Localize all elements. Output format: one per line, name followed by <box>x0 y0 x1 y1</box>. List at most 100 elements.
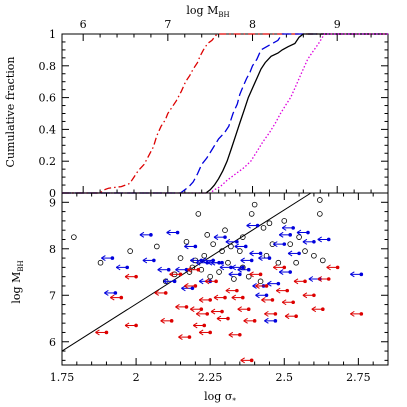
bottom-x-tick-label: 1.75 <box>50 371 75 384</box>
data-point-upper-limit <box>255 283 269 289</box>
limit-arrow-head <box>225 287 231 294</box>
data-point-upper-limit <box>175 303 189 310</box>
bottom-x-tick-label: 2 <box>133 371 140 384</box>
limit-arrow-head <box>273 264 278 271</box>
limit-arrow-head <box>234 243 240 250</box>
data-point-upper-limit <box>225 287 239 294</box>
data-point-open-circle <box>219 248 225 254</box>
data-point-upper-limit <box>275 287 290 294</box>
data-point-upper-limit <box>139 231 153 238</box>
bottom-x-tick-label: 2.75 <box>346 371 371 384</box>
limit-arrow-head <box>228 331 234 338</box>
limit-point-dot <box>149 233 153 237</box>
limit-arrow-head <box>157 266 162 273</box>
limit-point-dot <box>226 316 230 321</box>
data-point-upper-limit <box>213 294 227 301</box>
data-point-upper-limit <box>249 250 263 257</box>
limit-point-dot <box>326 237 331 242</box>
limit-arrow-head <box>237 266 242 273</box>
data-point-upper-limit <box>287 250 301 257</box>
limit-arrow-head <box>166 229 171 236</box>
limit-point-dot <box>220 309 224 314</box>
data-point-upper-limit <box>184 283 198 289</box>
limit-arrow-head <box>267 280 272 287</box>
top-y-tick-label: 0 <box>49 187 56 200</box>
limit-point-dot <box>294 314 298 318</box>
data-point-open-circle <box>237 248 243 254</box>
limit-arrow-head <box>317 276 322 282</box>
cumulative-line-dash-dot <box>62 33 388 194</box>
top-y-tick-label: 0.4 <box>39 123 57 136</box>
limit-arrow-head <box>237 306 242 313</box>
data-point-upper-limit <box>175 266 189 273</box>
bottom-panel: 1.75 2 2.25 2.5 2.75 6 7 8 9 log σ* log MBH <box>10 192 389 405</box>
data-point-upper-limit <box>302 292 316 299</box>
limit-arrow-head <box>175 303 180 310</box>
limit-arrow-head <box>249 271 254 278</box>
limit-arrow-head <box>195 310 201 317</box>
limit-arrow-head <box>216 315 222 322</box>
limit-arrow-head <box>231 264 237 271</box>
bottom-y-tick-label: 8 <box>49 243 56 256</box>
data-point-open-circle <box>302 248 308 254</box>
data-point-open-circle <box>154 243 160 250</box>
limit-arrow-head <box>264 310 269 317</box>
data-point-open-circle <box>311 252 317 259</box>
limit-point-dot <box>202 323 207 328</box>
data-point-upper-limit <box>284 313 298 320</box>
data-point-upper-limit <box>228 331 242 338</box>
relation-line <box>61 192 312 352</box>
data-point-upper-limit <box>216 315 230 322</box>
limit-arrow-head <box>175 266 180 273</box>
limit-arrow-head <box>213 294 219 301</box>
limit-arrow-head <box>317 236 322 243</box>
data-point-upper-limit <box>187 266 201 273</box>
limit-point-dot <box>175 230 180 235</box>
limit-point-dot <box>282 265 287 270</box>
limit-arrow-head <box>204 278 210 285</box>
bottom-y-tick-label: 7 <box>49 289 56 302</box>
limit-point-dot <box>172 279 177 284</box>
limit-arrow-head <box>184 283 189 289</box>
top-x-tick-label: 6 <box>80 18 87 31</box>
limit-point-dot <box>258 272 263 277</box>
limit-point-dot <box>240 295 245 300</box>
top-y-tick-label: 0.6 <box>39 92 57 105</box>
limit-arrow-head <box>264 317 269 324</box>
limit-arrow-head <box>302 238 308 245</box>
data-point-upper-limit <box>213 234 227 241</box>
limit-point-dot <box>321 307 325 312</box>
limit-point-dot <box>291 226 295 230</box>
limit-point-dot <box>193 244 198 249</box>
top-x-tick-label: 9 <box>334 18 341 31</box>
limit-arrow-head <box>198 296 204 303</box>
bottom-x-tick-label: 2.25 <box>198 371 223 384</box>
data-point-open-circle <box>195 211 202 217</box>
data-point-upper-limit <box>264 310 278 317</box>
limit-point-dot <box>205 260 210 265</box>
data-point-open-circle <box>245 273 252 280</box>
data-point-open-circle <box>260 225 267 231</box>
data-point-upper-limit <box>317 276 331 282</box>
data-point-upper-limit <box>296 229 310 236</box>
data-point-open-circle <box>228 243 234 250</box>
data-point-upper-limit <box>166 229 180 236</box>
data-point-upper-limit <box>204 278 218 285</box>
cumulative-line-solid <box>62 33 388 194</box>
limit-point-dot <box>291 300 295 305</box>
top-y-ticks: 0 0.2 0.4 0.6 0.8 1 <box>39 28 388 200</box>
data-point-open-circle <box>275 259 282 266</box>
top-panel: 6 7 8 9 0 0.2 0.4 0.6 0.8 1 log MBH Cumulative f… <box>4 4 389 200</box>
limit-point-dot <box>246 267 251 272</box>
limit-point-dot <box>208 298 212 302</box>
data-point-upper-limit <box>350 271 364 278</box>
limit-point-dot <box>276 281 281 286</box>
limit-point-dot <box>312 293 316 298</box>
limit-point-dot <box>199 258 204 263</box>
data-point-upper-limit <box>115 264 129 271</box>
limit-arrow-head <box>95 329 100 336</box>
limit-point-dot <box>187 335 192 339</box>
data-point-open-circle <box>127 248 133 254</box>
data-point-upper-limit <box>273 241 287 248</box>
data-point-upper-limit <box>237 266 251 273</box>
